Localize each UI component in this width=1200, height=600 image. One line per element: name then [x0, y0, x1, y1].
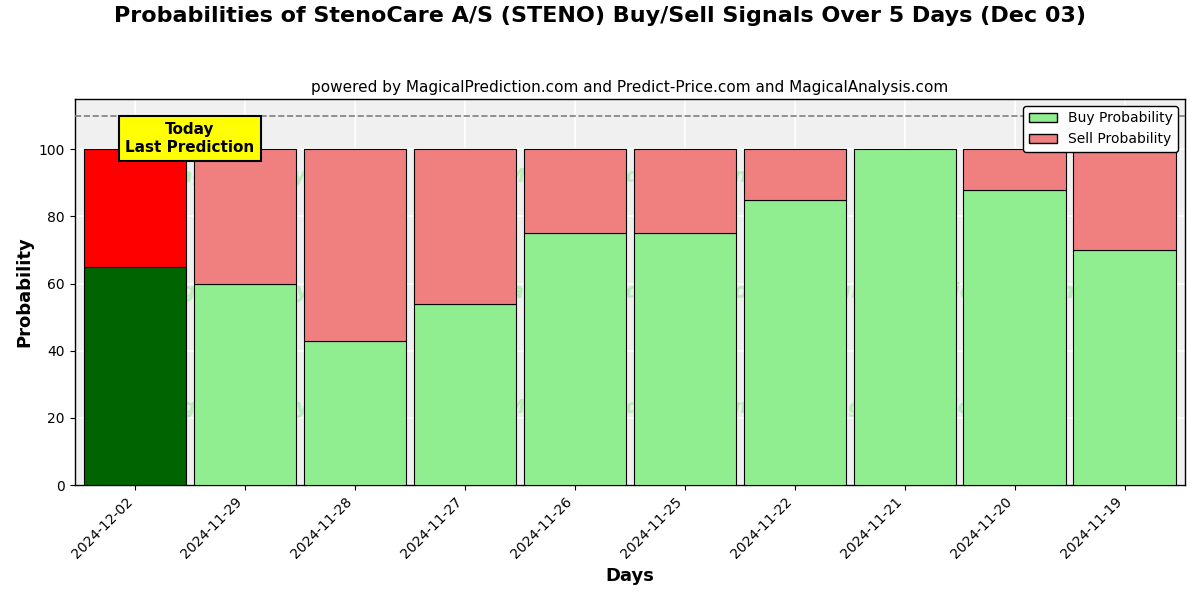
- Text: MagicalAnalysis.com: MagicalAnalysis.com: [161, 167, 389, 185]
- Bar: [964, 190, 1066, 485]
- Bar: [194, 149, 296, 284]
- Bar: [853, 149, 955, 485]
- Bar: [84, 149, 186, 267]
- Bar: [523, 149, 626, 233]
- Text: MagicalAnalysis.com: MagicalAnalysis.com: [144, 398, 406, 418]
- Bar: [523, 233, 626, 485]
- Bar: [304, 341, 406, 485]
- Text: MagicalPrediction.com: MagicalPrediction.com: [487, 282, 772, 302]
- Bar: [744, 200, 846, 485]
- Text: MagicalAnalysis.com: MagicalAnalysis.com: [144, 282, 406, 302]
- Text: Probabilities of StenoCare A/S (STENO) Buy/Sell Signals Over 5 Days (Dec 03): Probabilities of StenoCare A/S (STENO) B…: [114, 6, 1086, 26]
- Text: MagicalPrediction.com: MagicalPrediction.com: [505, 398, 755, 418]
- Bar: [194, 284, 296, 485]
- Bar: [634, 233, 736, 485]
- Bar: [964, 149, 1066, 190]
- Text: MagicalPrediction.com: MagicalPrediction.com: [505, 167, 755, 185]
- Text: MagicalPrediction.com: MagicalPrediction.com: [816, 398, 1066, 418]
- Bar: [414, 149, 516, 304]
- Legend: Buy Probability, Sell Probability: Buy Probability, Sell Probability: [1024, 106, 1178, 152]
- Bar: [744, 149, 846, 200]
- Bar: [1074, 250, 1176, 485]
- X-axis label: Days: Days: [605, 567, 654, 585]
- Bar: [414, 304, 516, 485]
- Y-axis label: Probability: Probability: [16, 236, 34, 347]
- Text: MagicalPrediction.com: MagicalPrediction.com: [798, 282, 1082, 302]
- Text: Today
Last Prediction: Today Last Prediction: [126, 122, 254, 155]
- Title: powered by MagicalPrediction.com and Predict-Price.com and MagicalAnalysis.com: powered by MagicalPrediction.com and Pre…: [311, 80, 948, 95]
- Bar: [304, 149, 406, 341]
- Bar: [1074, 149, 1176, 250]
- Bar: [84, 267, 186, 485]
- Bar: [634, 149, 736, 233]
